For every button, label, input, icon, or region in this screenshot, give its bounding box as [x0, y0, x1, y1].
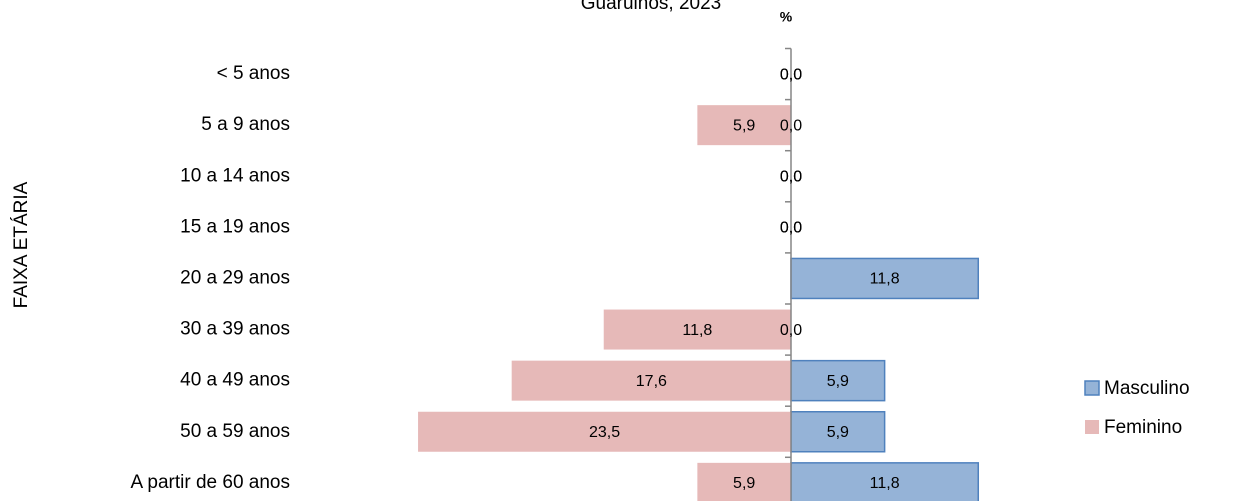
y-tick-label: 5 a 9 anos	[201, 114, 290, 135]
y-tick-label: 20 a 29 anos	[180, 267, 290, 288]
y-tick-label: 10 a 14 anos	[180, 165, 290, 186]
legend-label: Masculino	[1104, 378, 1190, 399]
value-label: 17,6	[636, 373, 667, 390]
value-label: 0,0	[780, 117, 802, 134]
value-label: 23,5	[589, 424, 620, 441]
bar	[790, 411, 886, 453]
bar	[511, 360, 791, 401]
unit-label: %	[780, 9, 793, 25]
value-label: 5,9	[827, 424, 849, 441]
value-label: 5,9	[827, 373, 849, 390]
bar	[790, 257, 980, 300]
value-label: 5,9	[733, 117, 755, 134]
value-label: 11,8	[870, 475, 900, 492]
value-label: 0,0	[780, 168, 802, 185]
y-tick-label: 40 a 49 anos	[180, 370, 290, 391]
bar	[418, 411, 791, 452]
y-tick-label: 30 a 39 anos	[180, 319, 290, 340]
y-tick-label: A partir de 60 anos	[131, 472, 291, 493]
bar	[697, 105, 791, 146]
y-axis-label: FAIXA ETÁRIA	[11, 181, 32, 308]
value-label: 0,0	[780, 66, 802, 83]
value-label: 11,8	[870, 271, 900, 288]
value-label: 5,9	[733, 475, 755, 492]
legend-swatch	[1084, 380, 1100, 396]
bar	[790, 359, 886, 402]
bar	[697, 462, 791, 501]
y-tick-label: 15 a 19 anos	[180, 216, 290, 237]
value-label: 0,0	[780, 66, 802, 83]
value-label: 0,0	[780, 220, 802, 237]
chart-title: Guarulhos, 2023	[581, 0, 722, 14]
y-tick-label: 50 a 59 anos	[180, 421, 290, 442]
bar	[603, 309, 791, 350]
value-label: 0,0	[780, 322, 802, 339]
legend-label: Feminino	[1104, 417, 1182, 438]
y-tick-label: < 5 anos	[217, 63, 290, 84]
value-label: 11,8	[682, 322, 712, 339]
value-label: 0,0	[780, 220, 802, 237]
legend-swatch	[1085, 420, 1099, 434]
bar	[790, 462, 980, 501]
value-label: 0,0	[780, 168, 802, 185]
